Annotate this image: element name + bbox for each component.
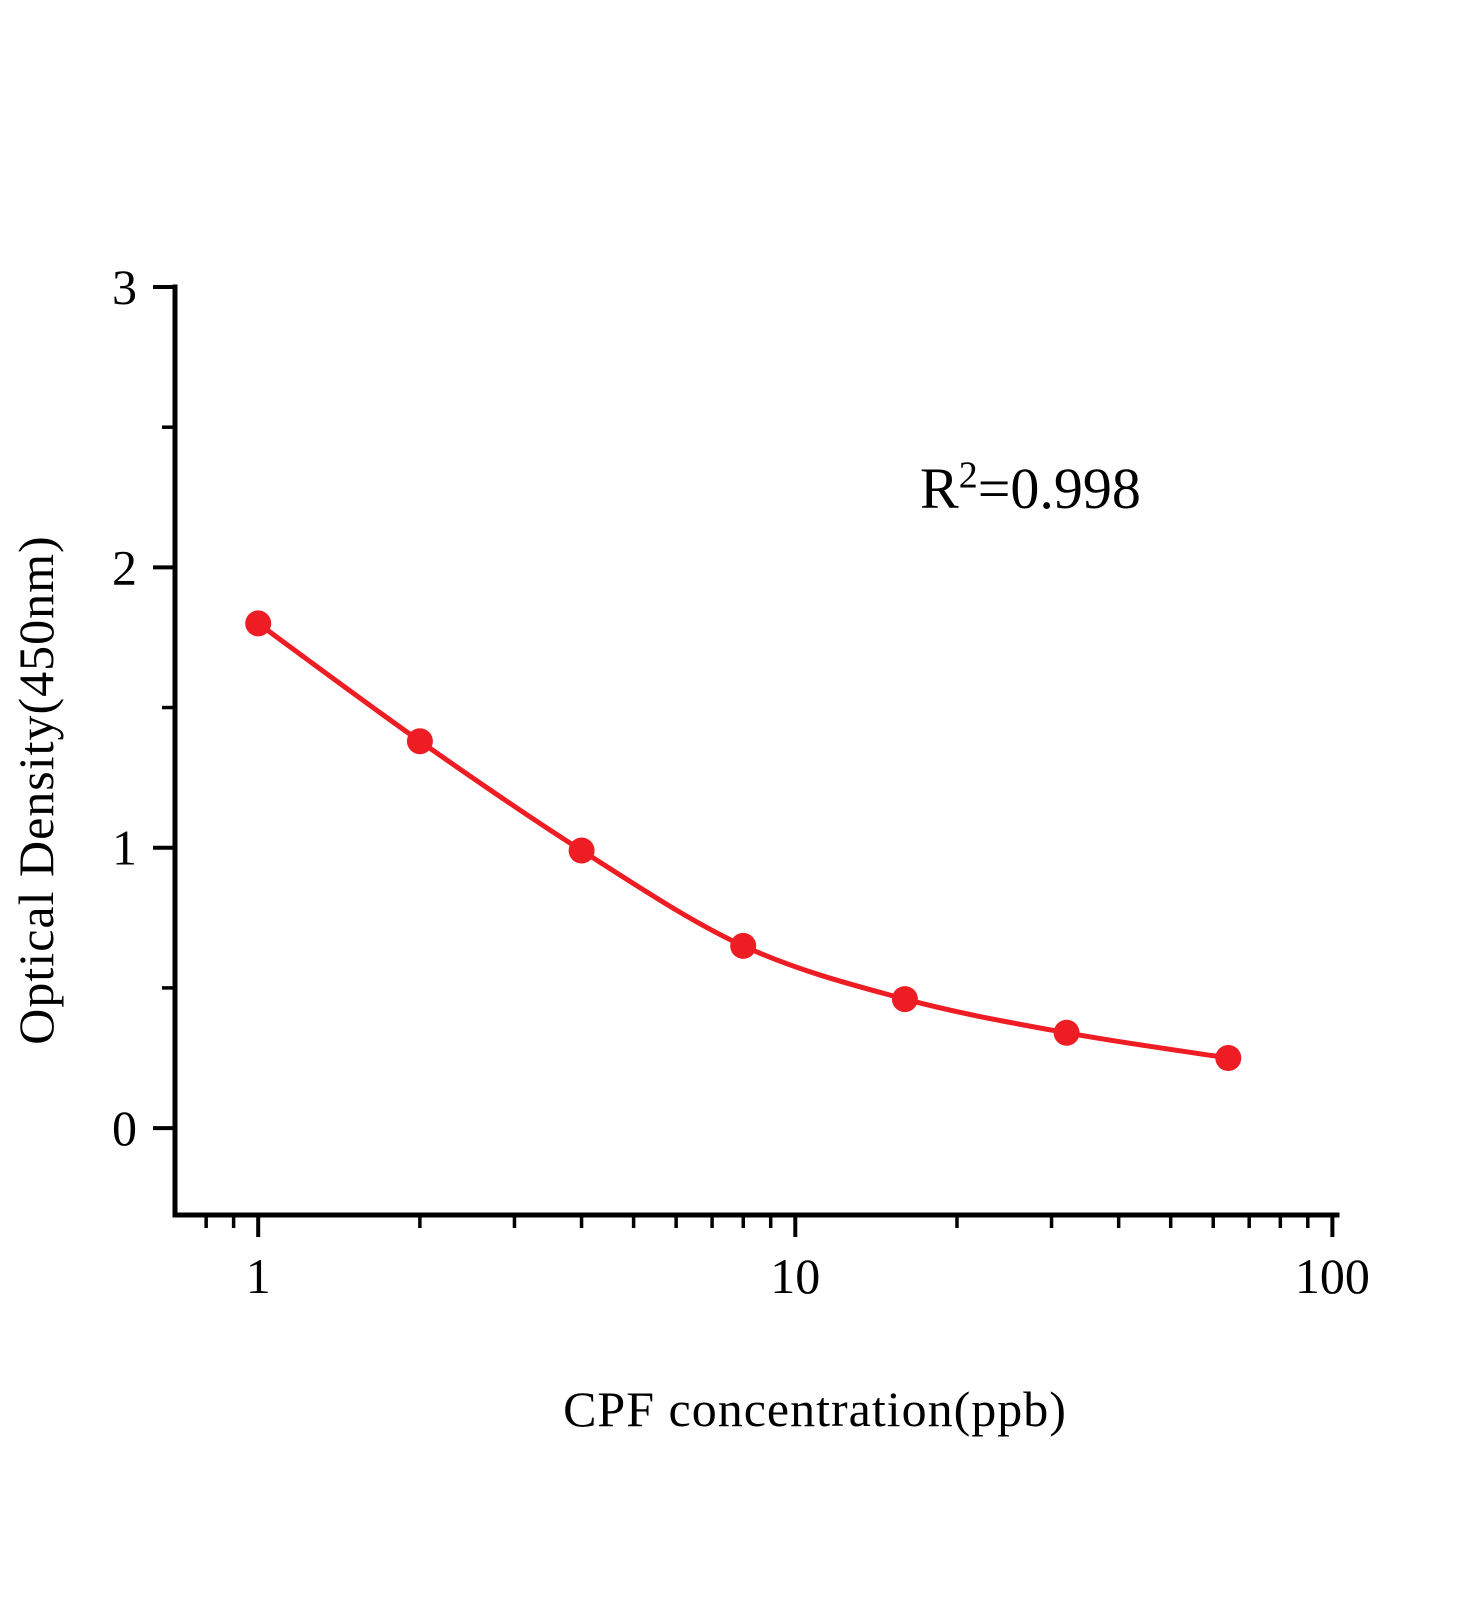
data-point-marker [1053,1019,1080,1046]
y-axis-title: Optical Density(450nm) [8,535,64,1045]
data-point-marker [730,932,757,959]
fit-curve [255,620,1231,1061]
r-squared-exponent: 2 [958,454,978,497]
data-point-marker [245,610,272,637]
x-axis-title: CPF concentration(ppb) [563,1381,1067,1437]
r-squared-annotation: R2=0.998 [920,455,1141,522]
r-squared-base: R [920,456,959,521]
data-point-marker [1215,1045,1242,1071]
y-tick-label: 0 [112,1100,137,1156]
r-squared-value: =0.998 [977,456,1141,521]
x-tick-label: 100 [1295,1248,1370,1304]
y-tick-label: 3 [112,259,137,315]
data-point-marker [406,728,433,755]
data-point-marker [568,837,595,864]
y-tick-label: 1 [112,820,137,876]
x-tick-label: 10 [770,1248,820,1304]
y-tick-label: 2 [112,539,137,595]
x-tick-label: 1 [246,1248,271,1304]
data-point-marker [891,986,918,1013]
axis-spines [172,284,1340,1218]
